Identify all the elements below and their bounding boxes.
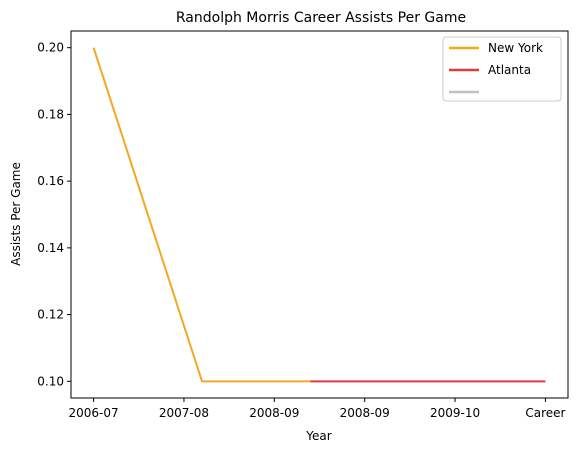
legend-label-1: Atlanta xyxy=(488,63,531,77)
y-tick-label: 0.14 xyxy=(37,241,64,255)
legend-box xyxy=(442,36,562,102)
x-axis: 2006-07 2007-08 2008-09 2008-09 2009-10 Caree… xyxy=(69,398,566,420)
x-tick-label: 2006-07 xyxy=(69,406,119,420)
y-tick-label: 0.18 xyxy=(37,107,64,121)
x-tick-label: 2009-10 xyxy=(430,406,480,420)
x-tick-label: 2008-09 xyxy=(340,406,390,420)
legend-label-0: New York xyxy=(488,41,543,55)
series-lines xyxy=(92,47,546,383)
y-axis: 0.10 0.12 0.14 0.16 0.18 0.20 xyxy=(37,41,71,388)
x-tick-label: 2008-09 xyxy=(249,406,299,420)
x-axis-label: Year xyxy=(305,429,331,443)
legend: New York Atlanta xyxy=(442,36,562,102)
y-tick-label: 0.20 xyxy=(37,41,64,55)
x-tick-label: Career xyxy=(525,406,565,420)
x-tick-label: 2007-08 xyxy=(159,406,209,420)
y-tick-label: 0.12 xyxy=(37,308,64,322)
y-axis-label: Assists Per Game xyxy=(9,162,23,266)
y-tick-label: 0.10 xyxy=(37,374,64,388)
y-tick-label: 0.16 xyxy=(37,174,64,188)
plot-area xyxy=(70,30,569,399)
chart-title: Randolph Morris Career Assists Per Game xyxy=(176,10,466,26)
series-line-0 xyxy=(92,47,311,383)
